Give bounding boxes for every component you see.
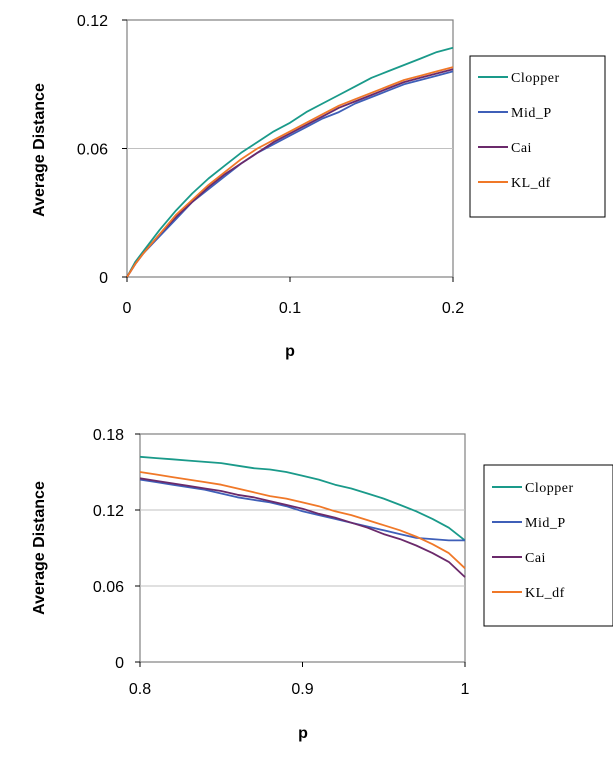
chart-2-x-ticks: 0.8 0.9 1 (129, 662, 470, 698)
chart-1-legend: Clopper Mid_P Cai KL_df (469, 55, 606, 218)
chart-2-series (139, 455, 466, 578)
y-tick-label: 0.06 (77, 142, 108, 159)
x-tick-label: 0.2 (442, 300, 464, 317)
y-tick-label: 0 (115, 655, 124, 672)
series-line-clopper (126, 46, 454, 278)
legend-label: KL_df (511, 176, 551, 191)
x-tick-label: 0.1 (279, 300, 301, 317)
legend-label: Mid_P (525, 516, 566, 531)
y-tick-label: 0.18 (93, 427, 124, 444)
series-line-kl-df (139, 471, 466, 569)
chart-2-plot-area (139, 433, 466, 663)
chart-2-legend-box (483, 464, 613, 627)
series-line-cai (139, 477, 466, 578)
y-tick-label: 0.12 (77, 13, 108, 30)
y-tick-label: 0.12 (93, 503, 124, 520)
chart-1: 0 0.06 0.12 0 0.1 0.2 p Average Distance Clo… (31, 13, 606, 360)
chart-1-x-axis-title: p (285, 343, 295, 360)
x-tick-label: 0.8 (129, 681, 151, 698)
chart-2: 0 0.06 0.12 0.18 0.8 0.9 1 p Average Distance… (31, 427, 613, 742)
chart-2-legend-items: Clopper Mid_P Cai KL_df (492, 481, 574, 601)
legend-label: Clopper (525, 481, 574, 496)
chart-1-y-axis-title: Average Distance (31, 83, 48, 217)
series-line-mid-p (139, 478, 465, 542)
x-tick-label: 0 (123, 300, 132, 317)
x-tick-label: 0.9 (291, 681, 313, 698)
chart-2-legend: Clopper Mid_P Cai KL_df (483, 464, 613, 627)
chart-2-y-ticks: 0 0.06 0.12 0.18 (93, 427, 140, 672)
series-line-clopper (139, 455, 466, 542)
chart-1-legend-box (469, 55, 606, 218)
series-line-kl-df (126, 66, 454, 278)
series-line-mid-p (126, 70, 454, 278)
legend-label: Clopper (511, 71, 560, 86)
y-tick-label: 0.06 (93, 579, 124, 596)
legend-label: KL_df (525, 586, 565, 601)
legend-label: Mid_P (511, 106, 552, 121)
chart-1-legend-items: Clopper Mid_P Cai KL_df (478, 71, 560, 191)
legend-label: Cai (511, 141, 532, 156)
y-tick-label: 0 (99, 270, 108, 287)
chart-1-x-ticks: 0 0.1 0.2 (123, 277, 464, 317)
chart-1-series (126, 46, 454, 278)
x-tick-label: 1 (461, 681, 470, 698)
chart-2-x-axis-title: p (298, 725, 308, 742)
legend-label: Cai (525, 551, 546, 566)
chart-2-y-axis-title: Average Distance (31, 481, 48, 615)
chart-1-y-ticks: 0 0.06 0.12 (77, 13, 127, 287)
